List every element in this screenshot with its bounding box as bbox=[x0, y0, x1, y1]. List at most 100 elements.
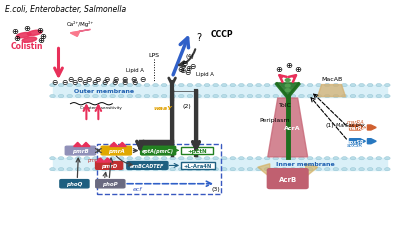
Circle shape bbox=[324, 95, 330, 98]
Circle shape bbox=[170, 95, 176, 98]
FancyBboxPatch shape bbox=[101, 147, 132, 155]
Circle shape bbox=[324, 168, 330, 171]
Circle shape bbox=[178, 168, 184, 171]
Text: ⊕: ⊕ bbox=[13, 34, 20, 43]
Circle shape bbox=[350, 84, 356, 87]
FancyBboxPatch shape bbox=[65, 147, 96, 155]
Text: Colistin: Colistin bbox=[10, 42, 43, 51]
Text: LPS: LPS bbox=[149, 52, 160, 57]
Text: +pEtN: +pEtN bbox=[187, 148, 207, 153]
Text: pmrD: pmrD bbox=[87, 157, 100, 162]
Text: pmrB: pmrB bbox=[72, 148, 89, 153]
Text: ⊖: ⊖ bbox=[94, 74, 100, 83]
Text: +L-Ara4N: +L-Ara4N bbox=[184, 163, 212, 168]
Circle shape bbox=[282, 95, 287, 98]
Text: ?: ? bbox=[196, 33, 201, 43]
Circle shape bbox=[273, 95, 278, 98]
Circle shape bbox=[239, 168, 244, 171]
Circle shape bbox=[367, 157, 373, 160]
Circle shape bbox=[333, 157, 339, 160]
Circle shape bbox=[136, 157, 141, 160]
Circle shape bbox=[307, 168, 313, 171]
Circle shape bbox=[101, 168, 107, 171]
Circle shape bbox=[110, 168, 116, 171]
Text: AcrB: AcrB bbox=[278, 176, 297, 182]
Circle shape bbox=[376, 84, 382, 87]
Circle shape bbox=[153, 157, 158, 160]
Text: MacAB: MacAB bbox=[321, 77, 342, 82]
Circle shape bbox=[187, 168, 193, 171]
Text: Periplasm: Periplasm bbox=[260, 118, 290, 123]
Polygon shape bbox=[82, 143, 90, 147]
Circle shape bbox=[58, 95, 64, 98]
Polygon shape bbox=[318, 85, 346, 97]
Circle shape bbox=[136, 168, 141, 171]
Circle shape bbox=[196, 157, 201, 160]
Circle shape bbox=[50, 95, 55, 98]
Circle shape bbox=[178, 157, 184, 160]
Circle shape bbox=[153, 168, 158, 171]
Text: ⊖: ⊖ bbox=[130, 74, 136, 83]
Circle shape bbox=[67, 168, 72, 171]
Circle shape bbox=[247, 157, 253, 160]
Text: (2): (2) bbox=[182, 104, 191, 109]
Circle shape bbox=[333, 168, 339, 171]
Circle shape bbox=[110, 157, 116, 160]
Text: ⊖: ⊖ bbox=[177, 65, 183, 74]
Circle shape bbox=[76, 95, 81, 98]
Text: ⊖: ⊖ bbox=[103, 74, 110, 83]
Circle shape bbox=[76, 157, 81, 160]
Circle shape bbox=[67, 84, 72, 87]
Circle shape bbox=[170, 157, 176, 160]
Circle shape bbox=[213, 168, 218, 171]
Text: ⊖: ⊖ bbox=[121, 74, 128, 83]
Text: ⊕: ⊕ bbox=[276, 65, 282, 74]
FancyBboxPatch shape bbox=[181, 162, 215, 169]
Circle shape bbox=[384, 168, 390, 171]
Polygon shape bbox=[70, 30, 90, 37]
Circle shape bbox=[187, 95, 193, 98]
Circle shape bbox=[247, 95, 253, 98]
Circle shape bbox=[170, 84, 176, 87]
Text: (1): (1) bbox=[326, 123, 334, 128]
Circle shape bbox=[350, 168, 356, 171]
Circle shape bbox=[376, 95, 382, 98]
Circle shape bbox=[101, 157, 107, 160]
Circle shape bbox=[118, 157, 124, 160]
Circle shape bbox=[316, 95, 322, 98]
Circle shape bbox=[285, 89, 290, 92]
Circle shape bbox=[307, 84, 313, 87]
Circle shape bbox=[384, 84, 390, 87]
Circle shape bbox=[299, 157, 304, 160]
Circle shape bbox=[76, 168, 81, 171]
Circle shape bbox=[247, 84, 253, 87]
Circle shape bbox=[290, 84, 296, 87]
Circle shape bbox=[136, 95, 141, 98]
Circle shape bbox=[144, 157, 150, 160]
Circle shape bbox=[273, 84, 278, 87]
Text: marRA: marRA bbox=[346, 120, 364, 125]
Text: ⊕: ⊕ bbox=[11, 27, 18, 36]
Text: ⊖: ⊖ bbox=[181, 59, 187, 68]
Circle shape bbox=[307, 157, 313, 160]
Circle shape bbox=[316, 84, 322, 87]
Circle shape bbox=[187, 84, 193, 87]
Circle shape bbox=[273, 157, 278, 160]
Circle shape bbox=[127, 157, 132, 160]
Circle shape bbox=[350, 157, 356, 160]
Text: Inner membrane: Inner membrane bbox=[276, 161, 334, 166]
Circle shape bbox=[153, 95, 158, 98]
Polygon shape bbox=[110, 143, 118, 147]
Circle shape bbox=[161, 84, 167, 87]
Circle shape bbox=[153, 84, 158, 87]
Circle shape bbox=[93, 84, 98, 87]
Text: Collateral sensitivity: Collateral sensitivity bbox=[80, 106, 122, 110]
Circle shape bbox=[230, 168, 236, 171]
Circle shape bbox=[127, 168, 132, 171]
Circle shape bbox=[204, 84, 210, 87]
Polygon shape bbox=[368, 139, 376, 144]
Text: E.coli, Enterobacter, Salmonella: E.coli, Enterobacter, Salmonella bbox=[5, 5, 126, 14]
Text: ⊖: ⊖ bbox=[101, 77, 108, 86]
Circle shape bbox=[256, 84, 261, 87]
Circle shape bbox=[93, 168, 98, 171]
